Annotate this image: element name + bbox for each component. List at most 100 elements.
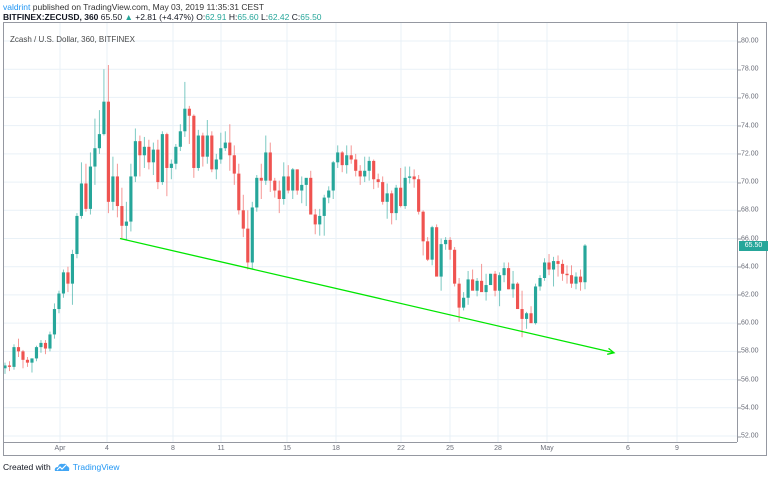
- candle: [511, 270, 515, 298]
- symbol-legend: BITFINEX:ZECUSD, 360 65.50 ▲ +2.81 (+4.4…: [3, 12, 322, 22]
- candle: [151, 142, 155, 176]
- candle: [367, 156, 371, 181]
- chart-title: Zcash / U.S. Dollar, 360, BITFINEX: [10, 35, 135, 44]
- close-label: C:: [291, 12, 301, 22]
- candle: [210, 131, 214, 173]
- candle: [178, 124, 182, 152]
- price-tick-label: 64.00: [738, 263, 759, 271]
- candle: [106, 64, 110, 214]
- candle: [403, 166, 407, 209]
- current-price-tag: 65.50: [739, 240, 768, 251]
- candle: [259, 163, 263, 199]
- candle: [25, 357, 30, 367]
- candle: [533, 283, 538, 325]
- candle: [489, 273, 493, 286]
- arrowhead-icon: [607, 347, 616, 355]
- price-tick-label: 54.00: [738, 404, 759, 412]
- candle: [111, 156, 115, 211]
- candle: [138, 135, 142, 177]
- candle: [493, 270, 497, 297]
- candle: [192, 114, 196, 178]
- candle: [120, 187, 124, 239]
- candle: [52, 303, 57, 339]
- candle: [565, 265, 569, 284]
- candle: [331, 160, 335, 199]
- candle: [7, 361, 12, 372]
- time-tick-label: May: [540, 445, 554, 452]
- candle: [345, 145, 349, 174]
- candle: [475, 278, 479, 297]
- candle: [196, 129, 200, 171]
- high-label: H:: [228, 12, 238, 22]
- candle: [556, 255, 560, 277]
- candle: [291, 167, 295, 199]
- author-link[interactable]: valdrint: [3, 2, 31, 12]
- candle: [214, 153, 218, 180]
- open-label: O:: [196, 12, 206, 22]
- candle: [187, 105, 191, 144]
- time-tick-label: Apr: [54, 445, 66, 452]
- candle: [471, 269, 475, 291]
- candle: [466, 270, 470, 305]
- candle: [439, 238, 443, 291]
- price-tick-label: 76.00: [738, 93, 759, 101]
- time-tick-label: 28: [494, 445, 502, 452]
- chart-plot-area[interactable]: [4, 23, 737, 442]
- candle: [268, 142, 272, 192]
- candle: [57, 290, 61, 314]
- candle: [133, 128, 137, 183]
- candle: [381, 176, 385, 205]
- candle: [246, 210, 250, 270]
- candle: [524, 311, 529, 329]
- time-tick-label: 22: [397, 445, 405, 452]
- footer: Created with TradingView: [3, 462, 120, 472]
- candle: [43, 340, 48, 355]
- candle: [165, 132, 169, 197]
- candle: [376, 173, 380, 188]
- candlestick-chart: [4, 23, 737, 442]
- candle: [318, 208, 322, 236]
- time-tick-label: 15: [283, 445, 291, 452]
- publish-info: valdrint published on TradingView.com, M…: [3, 2, 264, 12]
- up-arrow-icon: ▲: [124, 12, 133, 22]
- candle: [223, 131, 227, 152]
- last-price: 65.50: [100, 12, 123, 22]
- time-tick-label: 9: [675, 445, 679, 452]
- candle: [448, 237, 452, 260]
- price-axis[interactable]: 65.50 52.00 54.00 56.00 58.00 60.00 62.00 64.0…: [737, 23, 768, 442]
- candle: [156, 139, 160, 190]
- candle: [390, 190, 394, 225]
- candle: [255, 175, 259, 212]
- candle: [322, 194, 326, 236]
- candle: [174, 143, 178, 170]
- candle: [277, 180, 281, 214]
- candle: [372, 159, 376, 190]
- price-tick-label: 68.00: [738, 206, 759, 214]
- trendline-arrow[interactable]: [119, 237, 615, 354]
- price-tick-label: 60.00: [738, 319, 759, 327]
- candle: [399, 167, 403, 208]
- candle: [412, 169, 416, 188]
- candle: [430, 225, 434, 266]
- candle: [88, 152, 92, 215]
- candle: [124, 201, 128, 240]
- candle: [147, 139, 151, 170]
- price-tick-label: 62.00: [738, 291, 759, 299]
- high-value: 65.60: [237, 12, 259, 22]
- candle: [309, 170, 313, 215]
- candle: [21, 349, 25, 369]
- created-with-text: Created with: [3, 462, 51, 472]
- candle: [529, 306, 533, 324]
- candle: [551, 256, 556, 287]
- candle: [30, 358, 34, 373]
- candle: [358, 165, 362, 185]
- price-tick-label: 72.00: [738, 150, 759, 158]
- price-tick-label: 74.00: [738, 122, 759, 130]
- candle: [39, 340, 43, 353]
- time-tick-label: 6: [626, 445, 630, 452]
- candle: [241, 194, 245, 238]
- time-axis[interactable]: Apr 4 8 11 15 18 22 25 28 May 6 9: [4, 442, 737, 456]
- tradingview-link[interactable]: TradingView: [72, 462, 120, 472]
- candle: [583, 244, 587, 290]
- candle: [205, 120, 209, 164]
